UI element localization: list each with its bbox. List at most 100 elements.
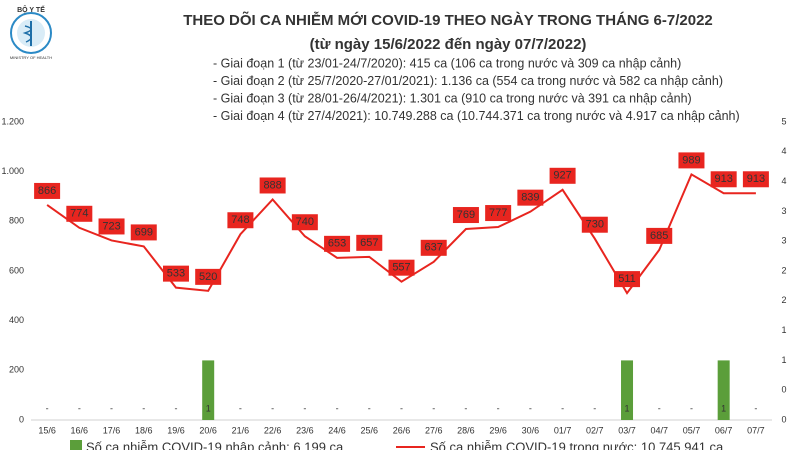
line-value-label: 866 [38, 185, 56, 197]
bar-value-label: - [46, 403, 49, 413]
bar-value-label: - [593, 403, 596, 413]
x-tick-label: 21/6 [232, 425, 250, 435]
value-label-box [130, 224, 157, 241]
bar-value-label: - [336, 403, 339, 413]
bar-value-label: - [368, 403, 371, 413]
bar-value-label: - [142, 403, 145, 413]
y2-tick-label: 4 [781, 146, 786, 156]
line-value-label: 657 [360, 237, 378, 249]
y2-tick-label: 0 [781, 385, 786, 395]
bar-value-label: - [497, 403, 500, 413]
line-value-label: 653 [328, 238, 346, 250]
x-tick-label: 24/6 [328, 425, 346, 435]
bar-value-label: 1 [625, 403, 630, 413]
line-value-label: 533 [167, 268, 185, 280]
value-label-box [98, 218, 125, 235]
y2-tick-label: 3 [781, 206, 786, 216]
line-value-label: 637 [425, 242, 443, 254]
logo-text: BỘ Y TẾ [17, 4, 45, 14]
note: - Giai đoạn 4 (từ 27/4/2021): 10.749.288… [213, 109, 740, 123]
bar-value-label: - [239, 403, 242, 413]
line-value-label: 740 [296, 216, 314, 228]
y2-tick-label: 5 [781, 116, 786, 126]
x-tick-label: 03/7 [618, 425, 636, 435]
bar [717, 360, 730, 420]
value-label-box [259, 177, 286, 194]
bar-value-label: 1 [721, 403, 726, 413]
line-value-label: 989 [682, 154, 700, 166]
note: - Giai đoạn 2 (từ 25/7/2020-27/01/2021):… [213, 74, 723, 88]
line-value-label: 888 [263, 179, 281, 191]
value-label-box [614, 271, 641, 288]
line-value-label: 699 [135, 226, 153, 238]
bar-value-label: - [432, 403, 435, 413]
note: - Giai đoạn 1 (từ 23/01-24/7/2020): 415 … [213, 56, 681, 70]
x-tick-label: 19/6 [167, 425, 185, 435]
value-label-box [485, 205, 512, 222]
value-label-box [581, 216, 608, 233]
bar-value-label: - [400, 403, 403, 413]
bar-value-label: - [658, 403, 661, 413]
bar-value-label: - [174, 403, 177, 413]
x-tick-label: 28/6 [457, 425, 475, 435]
bar-value-label: - [529, 403, 532, 413]
value-label-box [710, 171, 737, 188]
logo: BỘ Y TẾ MINISTRY OF HEALTH [10, 4, 52, 60]
chart-title: THEO DÕI CA NHIỄM MỚI COVID-19 THEO NGÀY… [183, 11, 713, 29]
x-tick-label: 05/7 [683, 425, 701, 435]
value-label-box [291, 214, 318, 231]
y2-tick-label: 4 [781, 176, 786, 186]
line-value-label: 685 [650, 230, 668, 242]
value-label-box [742, 171, 769, 188]
x-tick-label: 29/6 [489, 425, 507, 435]
x-tick-label: 26/6 [393, 425, 411, 435]
value-label-box [34, 182, 61, 199]
bar-value-label: - [271, 403, 274, 413]
y2-tick-label: 0 [781, 414, 786, 424]
value-label-box [452, 207, 479, 224]
line-value-label: 748 [231, 214, 249, 226]
x-tick-label: 04/7 [650, 425, 668, 435]
x-tick-label: 23/6 [296, 425, 314, 435]
y-tick-label: 200 [9, 365, 24, 375]
y2-tick-label: 2 [781, 265, 786, 275]
value-label-box [420, 239, 447, 256]
y-tick-label: 400 [9, 315, 24, 325]
value-label-box [646, 227, 673, 244]
x-tick-label: 06/7 [715, 425, 733, 435]
line-value-label: 557 [392, 262, 410, 274]
bar-value-label: - [561, 403, 564, 413]
line-value-label: 511 [618, 273, 636, 285]
x-tick-label: 02/7 [586, 425, 604, 435]
line-value-label: 769 [457, 209, 475, 221]
logo-subtext: MINISTRY OF HEALTH [10, 55, 52, 60]
bar [621, 360, 634, 420]
y2-tick-label: 2 [781, 295, 786, 305]
x-tick-label: 01/7 [554, 425, 572, 435]
value-label-box [517, 189, 544, 206]
legend-label: Số ca nhiễm COVID-19 trong nước: 10.745.… [430, 439, 724, 450]
legend-swatch [70, 440, 82, 450]
value-label-box [227, 212, 254, 229]
bar-value-label: - [78, 403, 81, 413]
value-label-box [388, 259, 415, 276]
line-value-label: 927 [553, 170, 571, 182]
x-tick-label: 15/6 [38, 425, 56, 435]
note: - Giai đoạn 3 (từ 28/01-26/4/2021): 1.30… [213, 91, 692, 105]
line-value-label: 723 [102, 220, 120, 232]
y2-tick-label: 1 [781, 355, 786, 365]
value-label-box [162, 265, 189, 282]
value-label-box [549, 167, 576, 184]
value-label-box [356, 234, 383, 251]
line-value-label: 913 [747, 173, 765, 185]
value-label-box [324, 235, 351, 252]
x-tick-label: 07/7 [747, 425, 765, 435]
bar-value-label: 1 [206, 403, 211, 413]
bar-value-label: - [464, 403, 467, 413]
y-tick-label: 1.000 [1, 166, 24, 176]
bar [202, 360, 215, 420]
line-value-label: 913 [714, 173, 732, 185]
x-tick-label: 30/6 [522, 425, 540, 435]
y-tick-label: 600 [9, 265, 24, 275]
